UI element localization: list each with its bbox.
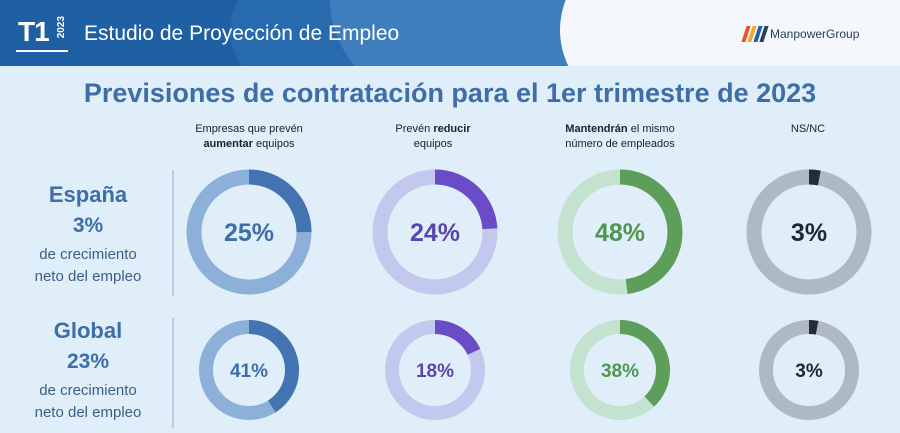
donut-segment [199,320,299,420]
donut-value-label: 41% [230,361,268,382]
donut-value-label: 18% [416,361,454,382]
donut-global-reducir: 18% [385,320,485,420]
donut-segment [746,169,872,295]
row-label-global: Global 23% de crecimiento neto del empleo [18,318,158,424]
header-title: Estudio de Proyección de Empleo [84,22,400,45]
donut-value-label: 24% [410,219,460,247]
row-net-value: 3% [72,214,104,237]
row-subtitle: de crecimiento neto del empleo [34,246,142,285]
col-text: número de empleados [565,138,675,150]
donut-value-label: 3% [791,219,827,247]
brand-name: ManpowerGroup [770,27,860,41]
col-text-bold: aumentar [203,138,253,150]
donut-segment [372,169,498,295]
row-net-value: 23% [66,350,110,373]
donut-segment [186,169,312,295]
brand-logo: ManpowerGroup [741,26,860,42]
col-text: equipos [413,138,453,150]
row-label-espana: España 3% de crecimiento neto del empleo [18,182,158,288]
donut-global-mantener: 38% [570,320,670,420]
col-text: Prevén [395,123,434,135]
column-header-nsnc: NS/NC [718,122,898,137]
col-text-bold: Mantendrán [565,123,628,135]
donut-value-label: 3% [795,361,823,382]
donut-espana-nsnc: 3% [746,169,872,295]
logo-mark-icon [741,26,769,42]
donut-espana-reducir: 24% [372,169,498,295]
quarter-badge: T1 [18,16,50,47]
col-text: Empresas que prevén [195,123,303,135]
row-name: Global [53,318,123,343]
col-text-bold: reducir [433,123,471,135]
badge-underline [16,50,68,52]
donut-segment [385,320,485,420]
donut-espana-aumentar: 25% [186,169,312,295]
donut-value-label: 38% [601,361,639,382]
donut-segment [570,320,670,420]
col-text: NS/NC [790,123,826,135]
column-header-aumentar: Empresas que prevén aumentar equipos [159,122,339,152]
donut-global-aumentar: 41% [199,320,299,420]
donut-value-label: 48% [595,219,645,247]
row-name: España [48,182,128,207]
row-divider [172,318,174,428]
col-text: el mismo [627,123,675,135]
column-header-mantener: Mantendrán el mismo número de empleados [530,122,710,152]
header-banner: T1 2023 Estudio de Proyección de Empleo … [0,0,900,66]
row-divider [172,170,174,296]
donut-value-label: 25% [224,219,274,247]
donut-segment [557,169,683,295]
row-subtitle: de crecimiento neto del empleo [34,382,142,421]
col-text: equipos [252,138,295,150]
header-decoration [640,0,900,66]
quarter-badge-year: 2023 [56,16,67,39]
donut-segment [759,320,859,420]
donut-espana-mantener: 48% [557,169,683,295]
column-header-reducir: Prevén reducir equipos [343,122,523,152]
donut-global-nsnc: 3% [759,320,859,420]
chart-title: Previsiones de contratación para el 1er … [83,78,817,108]
